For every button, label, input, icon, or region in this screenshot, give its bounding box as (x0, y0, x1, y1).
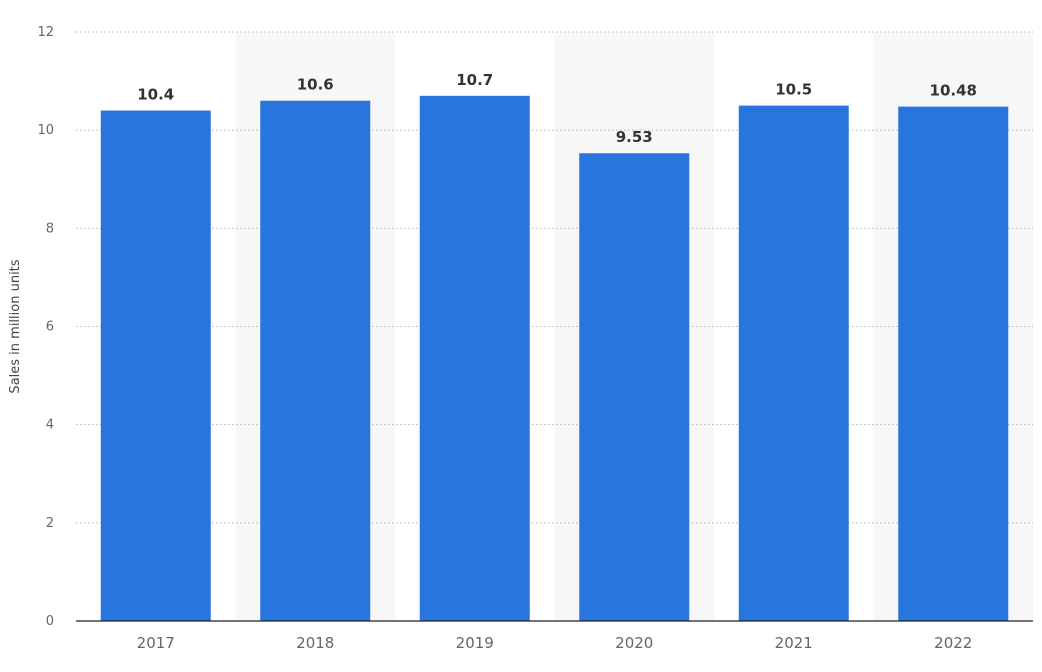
bar-2022[interactable] (898, 106, 1009, 621)
y-axis-title: Sales in million units (8, 259, 23, 393)
gridlines (76, 31, 1033, 524)
x-tick-label-2022: 2022 (934, 634, 972, 652)
x-tick-label-2018: 2018 (296, 634, 334, 652)
x-tick-label-2019: 2019 (456, 634, 494, 652)
y-tick-label-10: 10 (37, 123, 54, 138)
y-tick-label-0: 0 (46, 614, 54, 629)
y-tick-label-8: 8 (46, 221, 54, 236)
y-tick-label-6: 6 (46, 320, 54, 335)
data-label-2020: 9.53 (616, 128, 653, 146)
data-label-2021: 10.5 (775, 81, 812, 99)
bar-2019[interactable] (419, 95, 530, 621)
data-label-2022: 10.48 (930, 82, 977, 100)
data-label-2019: 10.7 (456, 71, 493, 89)
x-tick-label-2017: 2017 (137, 634, 175, 652)
x-tick-label-2020: 2020 (615, 634, 653, 652)
bar-2020[interactable] (579, 153, 690, 621)
bar-2017[interactable] (100, 110, 211, 622)
bar-2018[interactable] (260, 100, 371, 621)
x-tick-label-2021: 2021 (775, 634, 813, 652)
data-label-2018: 10.6 (297, 76, 334, 94)
data-labels: 10.4 10.6 10.7 9.53 10.5 10.48 (137, 71, 977, 146)
y-tick-label-12: 12 (37, 25, 54, 40)
x-axis-ticks: 2017 2018 2019 2020 2021 2022 (137, 634, 973, 652)
bar-2021[interactable] (738, 105, 849, 621)
bars (100, 95, 1009, 622)
y-axis-ticks: 0 2 4 6 8 10 12 (37, 25, 54, 629)
data-label-2017: 10.4 (137, 86, 174, 104)
y-tick-label-2: 2 (46, 516, 54, 531)
y-tick-label-4: 4 (46, 418, 54, 433)
